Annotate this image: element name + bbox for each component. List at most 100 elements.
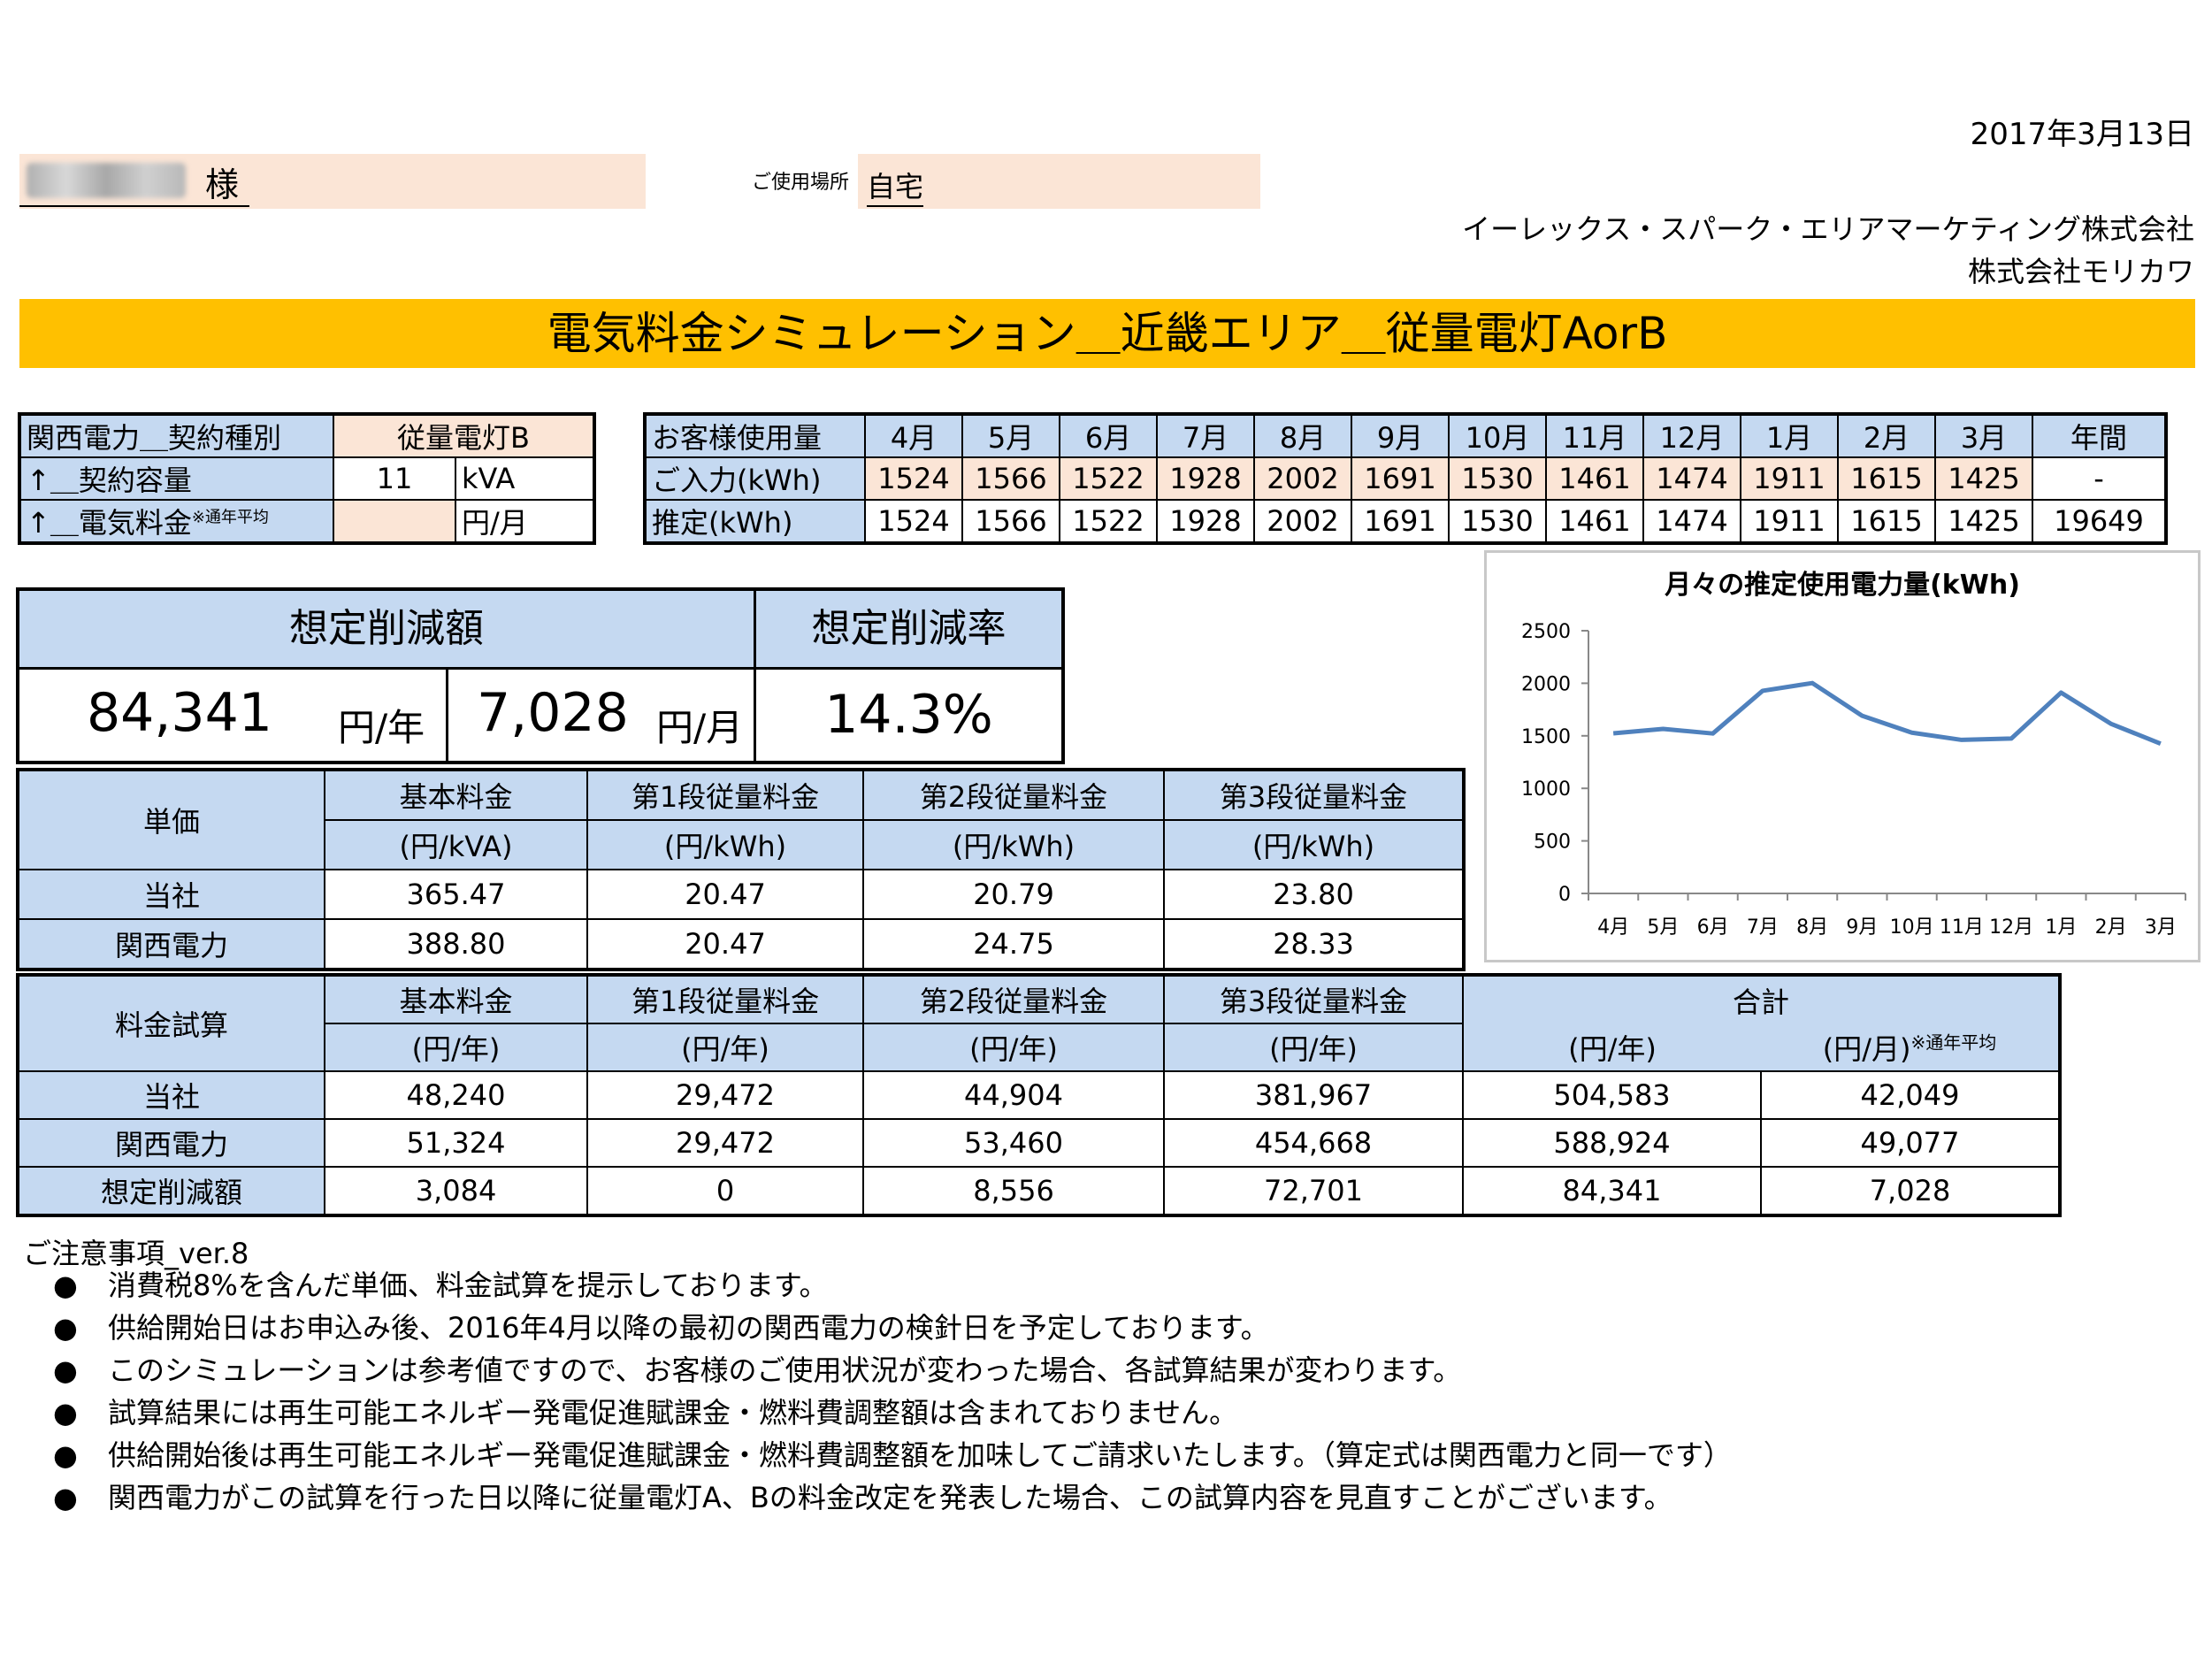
fee-calc-cell: 7,028 — [1760, 1166, 2061, 1216]
estimate-value: 1566 — [961, 499, 1060, 544]
chart-marks — [1612, 680, 2162, 747]
savings-monthly-unit: 円/月 — [656, 706, 744, 749]
bullet-icon: ● — [53, 1269, 78, 1302]
x-tick-label: 6月 — [1697, 916, 1729, 939]
note-item: ● 試算結果には再生可能エネルギー発電促進賦課金・燃料費調整額は含まれておりません… — [53, 1391, 1732, 1433]
chart-axes: 0 500 1000 1500 2000 2500 4月 5月 6月 7月 8月 9月 10月 11月 12… — [1521, 621, 2186, 939]
fee-calc-unit-monthly: (円/月)※通年平均 — [1761, 1023, 2061, 1072]
note-item: ● 関西電力がこの試算を行った日以降に従量電灯A、Bの料金改定を発表した場合、この… — [53, 1476, 1732, 1518]
fee-calc-header: 基本料金 — [324, 974, 588, 1024]
bullet-icon: ● — [53, 1438, 78, 1472]
month-header: 2月 — [1837, 413, 1936, 458]
document-date: 2017年3月13日 — [1970, 117, 2194, 152]
input-value: 1425 — [1934, 456, 2033, 501]
input-annual: - — [2032, 456, 2167, 501]
input-value: 1566 — [961, 456, 1060, 501]
x-tick-label: 10月 — [1890, 916, 1934, 939]
page-title-banner: 電気料金シミュレーション＿近畿エリア＿従量電灯AorB — [19, 299, 2195, 368]
fee-calc-row-label: 当社 — [17, 1070, 325, 1120]
bullet-icon: ● — [53, 1481, 78, 1514]
unit-price-corner: 単価 — [17, 769, 325, 870]
unit-price-row-label: 当社 — [17, 869, 325, 920]
savings-yearly-value: 84,341 — [87, 682, 272, 744]
contract-type-label: 関西電力＿契約種別 — [19, 413, 334, 458]
fee-calc-row-label: 関西電力 — [17, 1118, 325, 1168]
note-item: ● 供給開始日はお申込み後、2016年4月以降の最初の関西電力の検針日を予定してお… — [53, 1306, 1732, 1348]
customer-name-field: 様 — [19, 154, 646, 209]
x-tick-label: 3月 — [2145, 916, 2177, 939]
unit-price-unit: (円/kWh) — [1163, 819, 1465, 870]
input-row-label: ご入力(kWh) — [644, 456, 866, 501]
input-value: 1691 — [1351, 456, 1450, 501]
unit-price-table: 単価 基本料金 第1段従量料金 第2段従量料金 第3段従量料金 (円/kVA) … — [16, 768, 1466, 971]
note-text: 消費税8%を含んだ単価、料金試算を提示しております。 — [108, 1269, 828, 1302]
contract-fee-unit: 円/月 — [455, 499, 595, 544]
unit-price-cell: 365.47 — [324, 869, 588, 920]
savings-amount-header: 想定削減額 — [19, 591, 756, 670]
x-tick-label: 1月 — [2045, 916, 2077, 939]
savings-rate-header: 想定削減率 — [756, 591, 1061, 670]
fee-calc-total-header: 合計 — [1462, 974, 2061, 1023]
fee-calc-cell: 588,924 — [1462, 1118, 1762, 1168]
unit-price-cell: 28.33 — [1163, 918, 1465, 970]
fee-calc-unit: (円/年) — [586, 1023, 864, 1072]
input-value: 1522 — [1059, 456, 1158, 501]
month-header: 3月 — [1934, 413, 2033, 458]
estimate-value: 1615 — [1837, 499, 1936, 544]
bullet-icon: ● — [53, 1353, 78, 1387]
contract-fee-note: ※通年平均 — [191, 508, 269, 527]
y-tick-label: 2500 — [1521, 621, 1571, 643]
month-header: 11月 — [1545, 413, 1644, 458]
fee-calc-cell: 29,472 — [586, 1118, 864, 1168]
y-tick-label: 0 — [1558, 884, 1571, 906]
input-value: 1530 — [1448, 456, 1547, 501]
company-name-2: 株式会社モリカワ — [1967, 255, 2194, 288]
bullet-icon: ● — [53, 1396, 78, 1430]
note-item: ● このシミュレーションは参考値ですので、お客様のご使用状況が変わった場合、各試算… — [53, 1348, 1732, 1391]
input-value: 1524 — [864, 456, 963, 501]
note-text: 供給開始日はお申込み後、2016年4月以降の最初の関西電力の検針日を予定しており… — [108, 1311, 1269, 1345]
savings-monthly-value: 7,028 — [477, 682, 629, 744]
savings-monthly-cell: 7,028 円/月 — [448, 670, 756, 761]
estimate-annual: 19649 — [2032, 499, 2167, 544]
unit-price-header: 基本料金 — [324, 769, 588, 821]
unit-price-cell: 20.47 — [586, 869, 864, 920]
fee-calc-cell: 49,077 — [1760, 1118, 2061, 1168]
x-tick-label: 5月 — [1647, 916, 1679, 939]
estimate-value: 1425 — [1934, 499, 2033, 544]
note-text: 関西電力がこの試算を行った日以降に従量電灯A、Bの料金改定を発表した場合、この試… — [108, 1481, 1672, 1514]
contract-capacity-label: ↑＿契約容量 — [19, 456, 334, 501]
fee-calc-row-label: 想定削減額 — [17, 1166, 325, 1216]
honorific-sama: 様 — [205, 165, 240, 204]
fee-calc-table: 料金試算 基本料金 第1段従量料金 第2段従量料金 第3段従量料金 合計 (円/… — [16, 973, 2062, 1217]
month-header: 10月 — [1448, 413, 1547, 458]
fee-calc-cell: 42,049 — [1760, 1070, 2061, 1120]
unit-price-unit: (円/kVA) — [324, 819, 588, 870]
bullet-icon: ● — [53, 1311, 78, 1345]
unit-price-unit: (円/kWh) — [586, 819, 864, 870]
usage-table: お客様使用量 4月 5月 6月 7月 8月 9月 10月 11月 12月 1月 … — [643, 412, 2168, 545]
contract-capacity-value: 11 — [333, 456, 456, 501]
unit-price-header: 第2段従量料金 — [862, 769, 1165, 821]
notes-list: ● 消費税8%を含んだ単価、料金試算を提示しております。 ● 供給開始日はお申込み後… — [53, 1263, 1732, 1518]
fee-calc-unit: (円/年) — [1163, 1023, 1464, 1072]
fee-calc-cell: 381,967 — [1163, 1070, 1464, 1120]
fee-calc-unit: (円/年) — [1462, 1023, 1761, 1072]
x-tick-label: 11月 — [1940, 916, 1984, 939]
contract-fee-label: ↑＿電気料金※通年平均 — [19, 499, 334, 544]
fee-calc-unit: (円/年) — [862, 1023, 1165, 1072]
unit-price-cell: 24.75 — [862, 918, 1165, 970]
estimate-value: 1530 — [1448, 499, 1547, 544]
unit-price-cell: 23.80 — [1163, 869, 1465, 920]
fee-calc-header: 第2段従量料金 — [862, 974, 1165, 1024]
input-value: 1928 — [1156, 456, 1255, 501]
fee-calc-cell: 48,240 — [324, 1070, 588, 1120]
note-item: ● 供給開始後は再生可能エネルギー発電促進賦課金・燃料費調整額を加味してご請求いた… — [53, 1433, 1732, 1476]
company-name-1: イーレックス・スパーク・エリアマーケティング株式会社 — [1462, 212, 2194, 246]
unit-price-header: 第1段従量料金 — [586, 769, 864, 821]
y-tick-label: 1000 — [1521, 778, 1571, 801]
y-tick-label: 2000 — [1521, 673, 1571, 695]
fee-calc-unit-monthly-text: (円/月) — [1822, 1031, 1911, 1066]
fee-calc-header: 第3段従量料金 — [1163, 974, 1464, 1024]
note-text: このシミュレーションは参考値ですので、お客様のご使用状況が変わった場合、各試算結… — [108, 1353, 1462, 1387]
